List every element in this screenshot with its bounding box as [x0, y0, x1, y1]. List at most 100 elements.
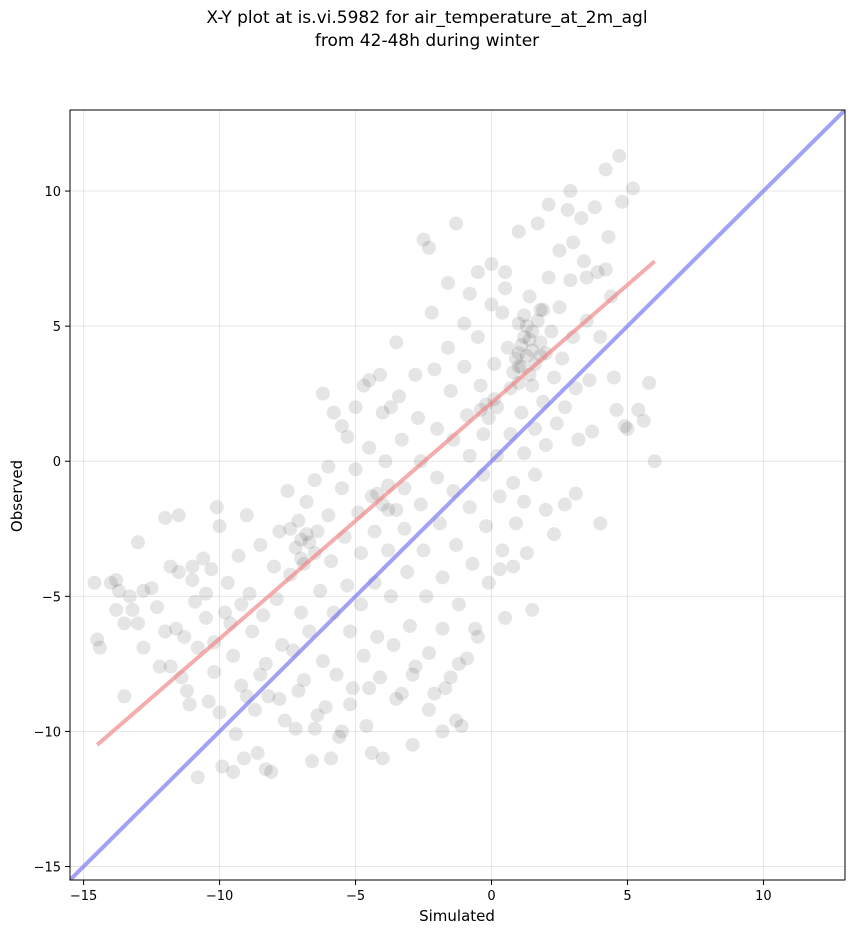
- data-point: [169, 621, 184, 636]
- data-point: [508, 351, 523, 366]
- data-point: [392, 389, 407, 404]
- data-point: [552, 300, 567, 315]
- data-point: [416, 232, 431, 247]
- data-point: [421, 646, 436, 661]
- data-point: [299, 494, 314, 509]
- data-point: [302, 624, 317, 639]
- x-tick-label: −10: [206, 889, 233, 904]
- data-point: [533, 335, 548, 350]
- data-point: [416, 543, 431, 558]
- data-point: [261, 689, 276, 704]
- data-point: [212, 519, 227, 534]
- data-point: [136, 640, 151, 655]
- data-point: [440, 340, 455, 355]
- data-point: [177, 629, 192, 644]
- data-point: [152, 659, 167, 674]
- data-point: [568, 486, 583, 501]
- data-point: [362, 440, 377, 455]
- data-point: [321, 459, 336, 474]
- data-point: [481, 411, 496, 425]
- data-point: [310, 708, 325, 723]
- data-point: [498, 610, 513, 625]
- data-point: [484, 297, 499, 312]
- data-point: [334, 481, 349, 496]
- data-point: [389, 502, 404, 517]
- data-point: [231, 548, 246, 563]
- data-point: [574, 211, 589, 226]
- data-point: [359, 719, 374, 733]
- data-point: [362, 681, 377, 696]
- chart-subtitle: from 42-48h during winter: [314, 31, 540, 51]
- data-point: [386, 637, 401, 652]
- data-point: [427, 362, 442, 377]
- data-point: [563, 184, 578, 199]
- data-point: [408, 367, 423, 382]
- data-point: [514, 338, 529, 353]
- y-tick-label: −5: [42, 590, 61, 605]
- data-point: [307, 473, 322, 488]
- data-point: [470, 629, 485, 644]
- data-point: [514, 359, 529, 374]
- data-point: [171, 565, 186, 579]
- data-point: [283, 521, 298, 536]
- data-point: [547, 370, 562, 385]
- data-point: [514, 405, 529, 420]
- data-point: [400, 565, 415, 579]
- data-point: [343, 697, 358, 712]
- data-point: [413, 497, 428, 512]
- data-point: [353, 546, 368, 561]
- data-point: [125, 602, 140, 617]
- data-point: [209, 500, 224, 515]
- data-point: [405, 667, 420, 682]
- data-point: [617, 419, 632, 434]
- data-point: [585, 424, 600, 439]
- data-point: [218, 605, 232, 620]
- data-point: [367, 524, 382, 539]
- x-tick-label: −15: [70, 889, 97, 904]
- data-point: [430, 421, 445, 436]
- data-point: [370, 629, 385, 644]
- data-point: [269, 592, 284, 607]
- data-point: [484, 257, 499, 271]
- data-point: [196, 551, 211, 566]
- data-point: [506, 475, 521, 490]
- data-point: [476, 427, 491, 442]
- data-point: [495, 543, 510, 558]
- data-point: [258, 762, 273, 777]
- data-point: [356, 378, 371, 393]
- data-point: [519, 546, 534, 561]
- data-point: [522, 332, 537, 347]
- data-point: [579, 270, 594, 285]
- data-point: [226, 764, 241, 779]
- data-point: [318, 700, 333, 715]
- data-point: [207, 664, 222, 679]
- data-point: [373, 670, 387, 685]
- data-point: [215, 759, 230, 774]
- data-point: [228, 727, 243, 742]
- data-point: [587, 200, 602, 215]
- data-point: [508, 516, 523, 531]
- data-point: [150, 600, 165, 615]
- data-point: [291, 683, 306, 698]
- data-point: [511, 224, 526, 239]
- data-point: [462, 448, 477, 463]
- axis-ticks: −15 −10 −5 0 5 10 −15 −10 −5 0 5 10: [34, 185, 772, 904]
- data-point: [397, 481, 412, 496]
- data-point: [256, 608, 271, 623]
- data-point: [525, 602, 540, 617]
- data-point: [421, 702, 436, 717]
- data-point: [307, 721, 322, 736]
- data-point: [647, 454, 662, 469]
- data-point: [620, 421, 635, 436]
- data-point: [457, 359, 472, 374]
- data-point: [449, 216, 464, 231]
- data-point: [606, 370, 621, 385]
- data-point: [443, 383, 458, 398]
- data-point: [258, 656, 273, 671]
- data-point: [555, 351, 570, 366]
- data-point: [239, 508, 254, 523]
- data-point: [188, 594, 203, 609]
- data-point: [332, 729, 347, 744]
- data-point: [329, 667, 344, 682]
- data-point: [443, 670, 458, 685]
